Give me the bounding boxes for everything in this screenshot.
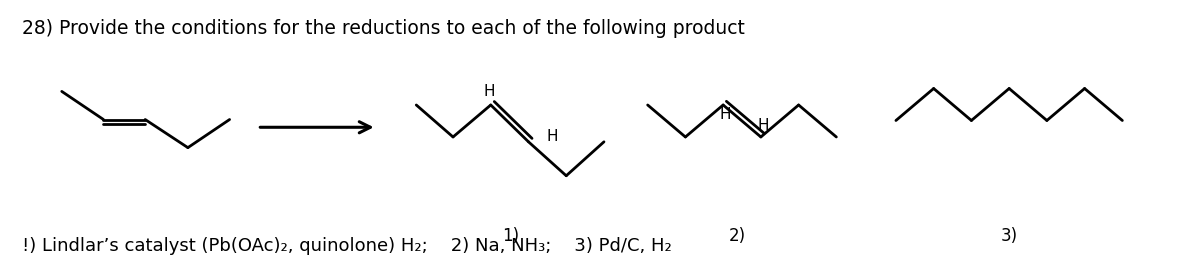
Text: !) Lindlar’s catalyst (Pb(OAc)₂, quinolone) H₂;    2) Na, NH₃;    3) Pd/C, H₂: !) Lindlar’s catalyst (Pb(OAc)₂, quinolo… (22, 237, 672, 255)
Text: 28) Provide the conditions for the reductions to each of the following product: 28) Provide the conditions for the reduc… (22, 19, 745, 38)
Text: H: H (546, 129, 558, 144)
Text: H: H (719, 107, 731, 122)
Text: H: H (484, 84, 494, 99)
Text: H: H (757, 118, 769, 132)
Text: 2): 2) (728, 227, 745, 245)
Text: 1): 1) (502, 227, 520, 245)
Text: 3): 3) (1001, 227, 1018, 245)
